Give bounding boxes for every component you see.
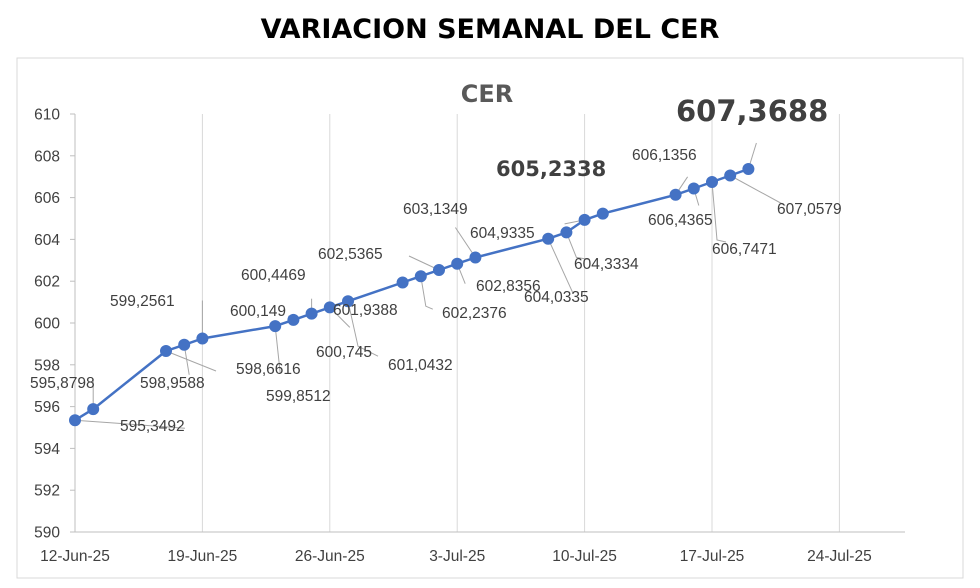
leader-line	[729, 175, 786, 206]
data-label: 595,8798	[30, 375, 95, 392]
data-label: 602,8356	[476, 278, 541, 295]
data-point	[542, 232, 555, 245]
data-label: 606,4365	[648, 212, 713, 229]
data-point	[560, 226, 573, 239]
x-tick-label: 24-Jul-25	[807, 548, 872, 565]
leader-line	[347, 301, 379, 357]
y-tick-label: 590	[34, 525, 60, 542]
data-label: 603,1349	[403, 201, 468, 218]
data-label: 599,8512	[266, 388, 331, 405]
leader-line	[547, 238, 574, 294]
data-point	[160, 344, 172, 357]
leader-line	[565, 232, 589, 260]
chart-title: CER	[461, 80, 514, 108]
data-point	[742, 162, 755, 175]
data-point	[451, 257, 464, 270]
data-point	[596, 207, 609, 220]
data-point	[287, 313, 300, 326]
y-tick-label: 596	[34, 399, 60, 416]
data-point	[706, 175, 718, 188]
data-point	[87, 403, 100, 416]
y-tick-label: 610	[34, 107, 60, 124]
y-tick-label: 604	[34, 232, 60, 249]
data-point	[69, 414, 81, 427]
data-point	[342, 295, 354, 308]
data-point	[196, 332, 209, 345]
data-label: 602,2376	[442, 305, 507, 322]
leader-line	[165, 350, 217, 372]
data-label: 600,4469	[241, 267, 306, 284]
data-point	[323, 301, 336, 314]
data-label: 606,1356	[632, 147, 697, 164]
data-point	[724, 169, 737, 182]
data-point	[396, 276, 409, 289]
data-label: 604,0335	[524, 289, 589, 306]
data-label: 601,9388	[333, 302, 398, 319]
data-label: 599,2561	[110, 293, 175, 310]
data-label: 602,5365	[318, 246, 383, 263]
x-tick-label: 26-Jun-25	[295, 548, 365, 565]
data-point	[669, 188, 682, 201]
data-point	[433, 263, 445, 276]
x-tick-label: 12-Jun-25	[40, 548, 110, 565]
data-point	[305, 307, 318, 320]
data-point	[178, 338, 191, 351]
data-point	[269, 320, 282, 333]
y-tick-label: 594	[34, 441, 60, 458]
x-tick-label: 10-Jul-25	[552, 548, 617, 565]
data-label: 605,2338	[496, 157, 606, 181]
leader-line	[711, 181, 727, 243]
data-label: 604,9335	[470, 225, 535, 242]
data-point	[414, 270, 427, 283]
x-tick-label: 17-Jul-25	[680, 548, 745, 565]
data-label: 600,745	[316, 344, 372, 361]
data-label: 607,3688	[676, 94, 828, 128]
data-label: 601,0432	[388, 357, 453, 374]
chart-frame	[16, 57, 964, 579]
y-tick-label: 592	[34, 483, 60, 500]
y-tick-label: 608	[34, 148, 60, 165]
page-title: VARIACION SEMANAL DEL CER	[260, 14, 720, 45]
data-label: 598,6616	[236, 361, 301, 378]
data-label: 598,9588	[140, 375, 205, 392]
data-label: 607,0579	[777, 201, 842, 218]
leader-line	[74, 419, 186, 429]
data-point	[687, 182, 700, 195]
data-label: 600,149	[230, 303, 286, 320]
data-label: 604,3334	[574, 256, 639, 273]
data-label: 595,3492	[120, 418, 185, 435]
leader-line	[274, 326, 281, 374]
y-tick-label: 600	[34, 316, 60, 333]
y-tick-label: 598	[34, 357, 60, 374]
data-point	[578, 213, 591, 226]
data-point	[469, 251, 482, 264]
y-tick-label: 602	[34, 274, 60, 291]
x-tick-label: 3-Jul-25	[429, 548, 485, 565]
data-label: 606,7471	[712, 241, 777, 258]
y-tick-label: 606	[34, 190, 60, 207]
x-tick-label: 19-Jun-25	[168, 548, 238, 565]
leader-line	[420, 276, 433, 310]
